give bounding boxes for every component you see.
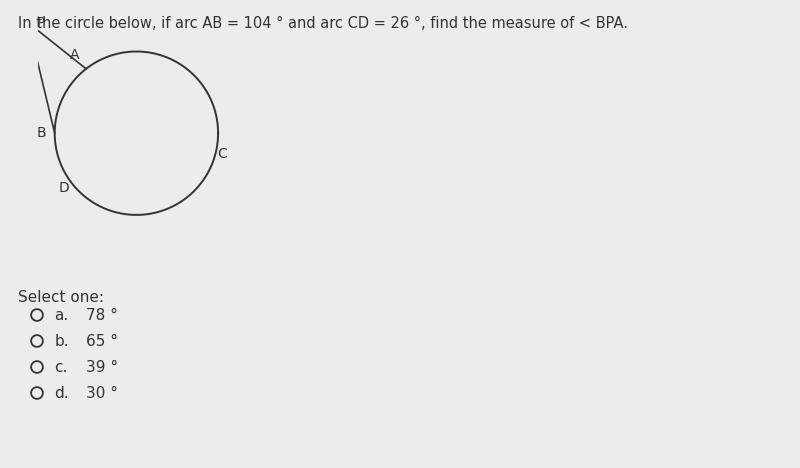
Text: Select one:: Select one: xyxy=(18,290,104,305)
Text: b.: b. xyxy=(54,334,69,349)
Text: 78 °: 78 ° xyxy=(86,307,118,322)
Text: 30 °: 30 ° xyxy=(86,386,118,401)
Text: D: D xyxy=(58,181,69,195)
Text: C: C xyxy=(217,147,226,161)
Text: In the circle below, if arc AB = 104 ° and arc CD = 26 °, find the measure of < : In the circle below, if arc AB = 104 ° a… xyxy=(18,16,628,31)
Text: d.: d. xyxy=(54,386,69,401)
Text: 39 °: 39 ° xyxy=(86,359,118,374)
Text: 65 °: 65 ° xyxy=(86,334,118,349)
Text: c.: c. xyxy=(54,359,68,374)
Text: B: B xyxy=(37,126,46,140)
Text: P: P xyxy=(37,16,45,30)
Text: a.: a. xyxy=(54,307,69,322)
Text: A: A xyxy=(70,48,80,62)
